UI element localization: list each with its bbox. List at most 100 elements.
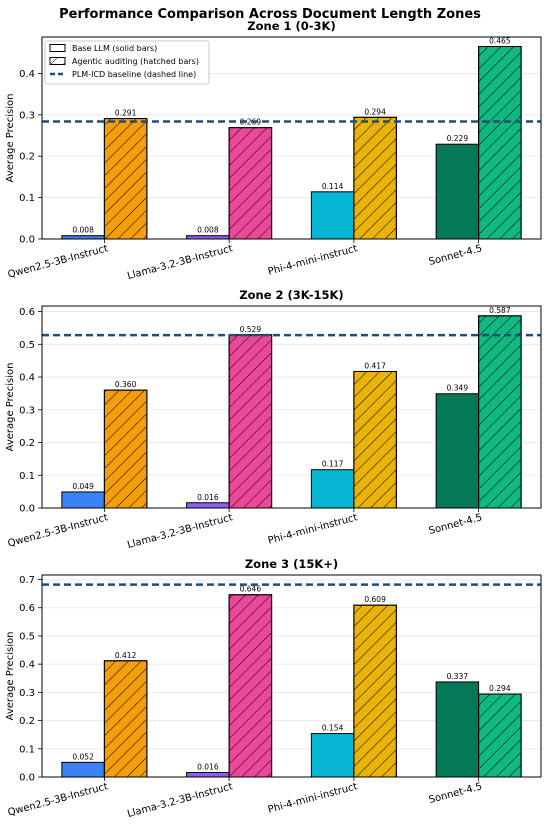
bar-base-2	[186, 502, 230, 509]
data-label-agentic: 0.412	[115, 651, 137, 660]
bar-agentic-hatch-3	[353, 370, 397, 509]
y-axis-label: Average Precision	[5, 363, 16, 452]
data-label-agentic: 0.646	[240, 585, 262, 594]
data-label-base: 0.349	[447, 384, 469, 393]
y-axis-label: Average Precision	[5, 632, 16, 721]
data-label-base: 0.049	[72, 482, 94, 491]
y-tick-label: 0.3	[19, 110, 35, 121]
x-tick-label: Sonnet-4.5	[428, 512, 484, 537]
chart-panel-3: Zone 3 (15K+) 0.0 0.1 0.2 0.3 0.4 0.5 0.6 0.7 Ave…	[5, 557, 542, 820]
data-label-agentic: 0.609	[364, 595, 386, 604]
data-label-agentic: 0.587	[489, 306, 511, 315]
y-tick-label: 0.0	[19, 504, 35, 515]
y-axis-label: Average Precision	[5, 94, 16, 183]
bar-agentic-hatch-2	[228, 594, 273, 778]
data-label-base: 0.016	[197, 493, 219, 502]
data-label-agentic: 0.465	[489, 37, 511, 46]
panel-title: Zone 3 (15K+)	[245, 557, 338, 571]
legend: Base LLM (solid bars) Agentic auditing (h…	[44, 40, 210, 85]
y-tick-label: 0.4	[19, 660, 35, 671]
bar-agentic-hatch-3	[353, 604, 397, 778]
x-tick-label: Sonnet-4.5	[428, 781, 484, 806]
chart-panel-1: Zone 1 (0-3K) 0.0 0.1 0.2 0.3 0.4 Average Prec…	[5, 19, 542, 282]
data-label-base: 0.114	[322, 182, 344, 191]
legend-swatch-solid	[49, 44, 66, 52]
y-tick-label: 0.2	[19, 438, 35, 449]
y-tick-label: 0.4	[19, 69, 35, 80]
data-label-agentic: 0.269	[240, 118, 262, 127]
bar-agentic-hatch-1	[103, 660, 148, 778]
data-label-base: 0.337	[447, 672, 469, 681]
data-label-agentic: 0.294	[489, 684, 511, 693]
legend-box	[44, 40, 210, 85]
legend-swatch-hatched	[49, 57, 66, 65]
bar-base-3	[310, 469, 355, 509]
y-tick-label: 0.4	[19, 373, 35, 384]
x-tick-label: Llama-3.2-3B-Instruct	[126, 781, 234, 820]
y-tick-label: 0.5	[19, 340, 35, 351]
data-label-agentic: 0.529	[240, 325, 262, 334]
bar-base-4	[435, 681, 480, 778]
bar-base-4	[435, 143, 480, 240]
bar-agentic-hatch-1	[103, 118, 148, 240]
x-tick-label: Qwen2.5-3B-Instruct	[7, 781, 110, 818]
bar-agentic-hatch-4	[478, 315, 522, 509]
data-label-base: 0.229	[447, 134, 469, 143]
data-label-agentic: 0.360	[115, 380, 137, 389]
data-label-base: 0.154	[322, 724, 344, 733]
x-tick-label: Qwen2.5-3B-Instruct	[7, 243, 110, 280]
figure-title: Performance Comparison Across Document L…	[59, 7, 481, 22]
y-tick-label: 0.0	[19, 235, 35, 246]
legend-label: PLM-ICD baseline (dashed line)	[72, 70, 196, 79]
bar-agentic-hatch-4	[478, 693, 522, 778]
panel-title: Zone 2 (3K-15K)	[239, 288, 343, 302]
y-tick-label: 0.0	[19, 773, 35, 784]
data-label-base: 0.008	[72, 226, 94, 235]
legend-label: Base LLM (solid bars)	[72, 44, 157, 53]
bar-agentic-hatch-2	[228, 127, 273, 240]
y-tick-label: 0.6	[19, 307, 35, 318]
y-tick-label: 0.3	[19, 688, 35, 699]
bar-agentic-hatch-2	[228, 334, 273, 509]
bar-agentic-hatch-4	[478, 46, 522, 240]
x-tick-label: Phi-4-mini-instruct	[267, 243, 359, 277]
bar-base-3	[310, 733, 355, 778]
plot-frame	[41, 305, 542, 509]
legend-label: Agentic auditing (hatched bars)	[72, 57, 199, 66]
data-label-base: 0.008	[197, 226, 219, 235]
plot-frame	[41, 574, 542, 778]
data-label-base: 0.117	[322, 460, 344, 469]
y-tick-label: 0.3	[19, 405, 35, 416]
y-tick-label: 0.1	[19, 744, 35, 755]
bar-base-3	[310, 191, 355, 240]
bar-base-1	[61, 761, 105, 778]
bar-base-2	[186, 771, 230, 778]
y-tick-label: 0.1	[19, 193, 35, 204]
plot-frame	[41, 36, 542, 240]
y-tick-label: 0.1	[19, 471, 35, 482]
data-label-agentic: 0.294	[364, 107, 386, 116]
x-tick-label: Llama-3.2-3B-Instruct	[126, 243, 234, 282]
data-label-agentic: 0.291	[115, 109, 137, 118]
x-tick-label: Sonnet-4.5	[428, 243, 484, 268]
y-tick-label: 0.5	[19, 631, 35, 642]
x-tick-label: Phi-4-mini-instruct	[267, 781, 359, 815]
panel-title: Zone 1 (0-3K)	[247, 19, 335, 33]
y-tick-label: 0.2	[19, 152, 35, 163]
bar-base-4	[435, 393, 480, 509]
data-label-base: 0.016	[197, 762, 219, 771]
bar-agentic-hatch-3	[353, 116, 397, 240]
x-tick-label: Llama-3.2-3B-Instruct	[126, 512, 234, 551]
y-tick-label: 0.2	[19, 716, 35, 727]
bar-agentic-hatch-1	[103, 389, 148, 509]
x-tick-label: Qwen2.5-3B-Instruct	[7, 512, 110, 549]
data-label-base: 0.052	[72, 752, 94, 761]
x-tick-label: Phi-4-mini-instruct	[267, 512, 359, 546]
y-tick-label: 0.6	[19, 603, 35, 614]
y-tick-label: 0.7	[19, 575, 35, 586]
data-label-agentic: 0.417	[364, 361, 386, 370]
bar-base-1	[61, 491, 105, 509]
chart-panel-2: Zone 2 (3K-15K) 0.0 0.1 0.2 0.3 0.4 0.5 0.6 Aver…	[5, 288, 542, 551]
